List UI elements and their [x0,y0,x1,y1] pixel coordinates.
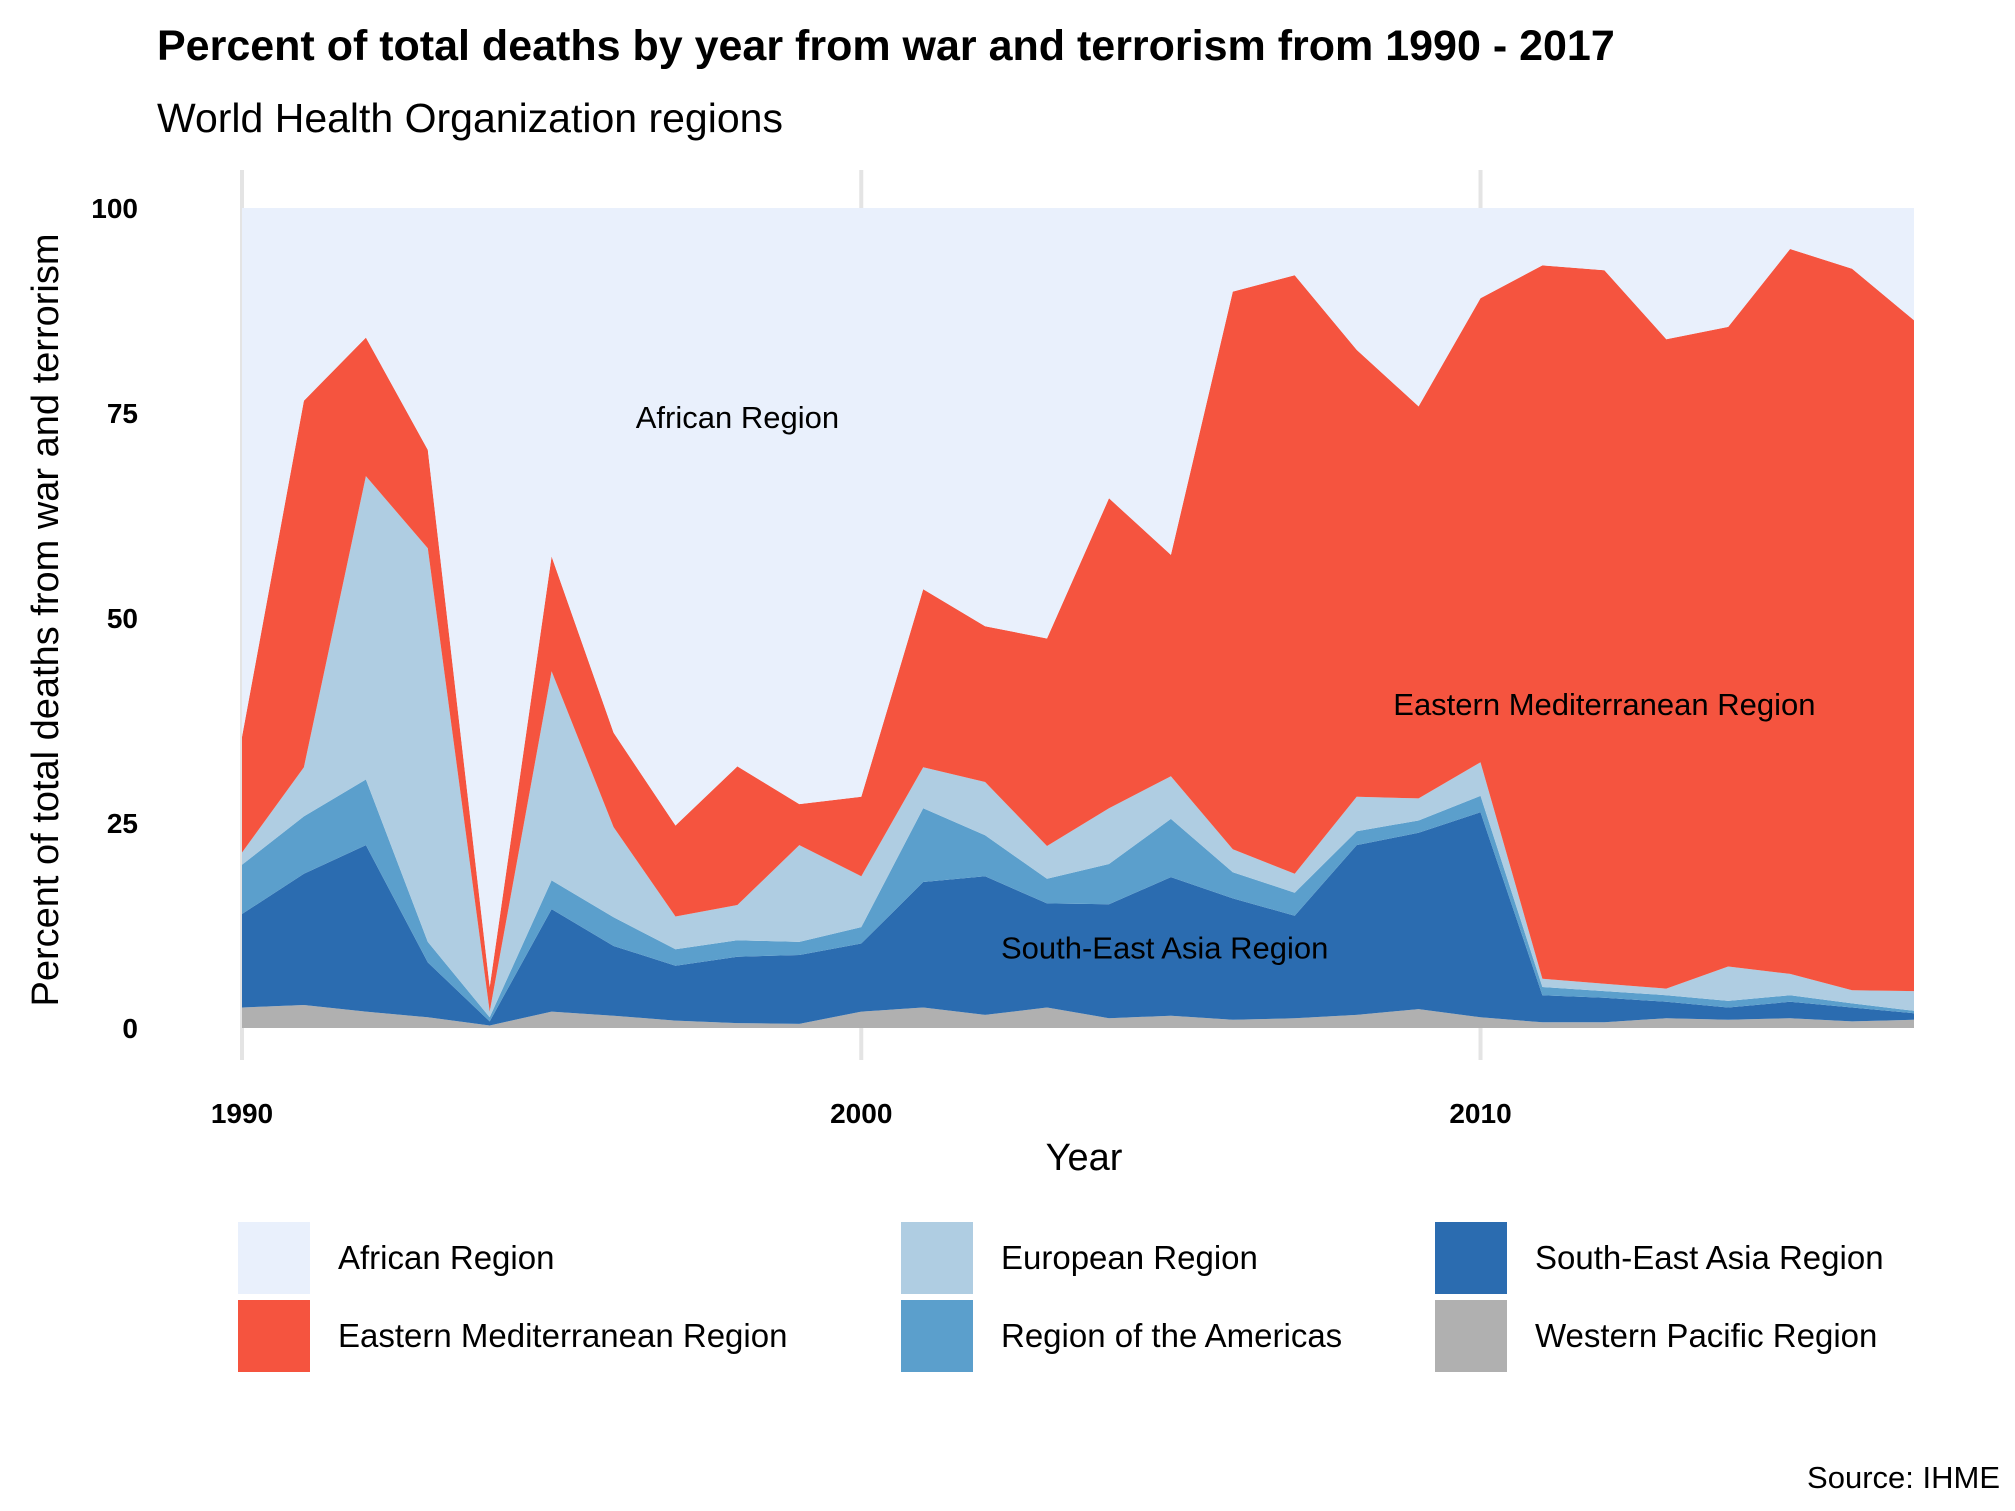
x-tick-2010: 2010 [1449,1098,1511,1129]
y-tick-75: 75 [107,398,138,429]
legend-swatch-european-region [901,1222,973,1294]
area-african-region [242,208,1914,987]
legend-item-south-east-asia-region: South-East Asia Region [1435,1222,1884,1294]
area-south-east-asia-region [242,812,1914,1026]
annotation-african-region: African Region [636,400,839,435]
chart-title: Percent of total deaths by year from war… [157,22,1615,70]
y-axis-ticks: 0 25 50 75 100 [91,193,138,1044]
chart-caption: Source: IHME [1807,1460,2000,1495]
legend-label-european-region: European Region [1001,1239,1258,1276]
legend-swatch-african-region [238,1222,310,1294]
y-tick-100: 100 [91,193,138,224]
legend-item-african-region: African Region [238,1222,554,1294]
legend-swatch-region-of-the-americas [901,1300,973,1372]
legend-label-western-pacific-region: Western Pacific Region [1535,1317,1877,1354]
area-western-pacific-region [242,1005,1914,1028]
legend-item-western-pacific-region: Western Pacific Region [1435,1300,1877,1372]
x-axis-ticks: 1990 2000 2010 [211,1098,1512,1129]
area-european-region [242,476,1914,1018]
legend-item-eastern-mediterranean-region: Eastern Mediterranean Region [238,1300,787,1372]
legend-label-eastern-mediterranean-region: Eastern Mediterranean Region [338,1317,787,1354]
area-series-group [242,208,1914,1028]
annotation-eastern-mediterranean-region: Eastern Mediterranean Region [1393,687,1815,722]
legend-label-region-of-the-americas: Region of the Americas [1001,1317,1342,1354]
legend-label-south-east-asia-region: South-East Asia Region [1535,1239,1884,1276]
legend-swatch-south-east-asia-region [1435,1222,1507,1294]
x-tick-1990: 1990 [211,1098,273,1129]
legend-label-african-region: African Region [338,1239,554,1276]
legend-item-european-region: European Region [901,1222,1258,1294]
legend-item-region-of-the-americas: Region of the Americas [901,1300,1342,1372]
legend: African Region Eastern Mediterranean Regi… [238,1222,1884,1372]
y-tick-0: 0 [122,1013,138,1044]
chart-subtitle: World Health Organization regions [157,95,783,141]
x-tick-2000: 2000 [830,1098,892,1129]
legend-swatch-western-pacific-region [1435,1300,1507,1372]
y-tick-50: 50 [107,603,138,634]
legend-swatch-eastern-mediterranean-region [238,1300,310,1372]
x-axis-title: Year [1046,1137,1123,1179]
y-axis-title: Percent of total deaths from war and ter… [25,234,67,1007]
area-annotations: African Region Eastern Mediterranean Regi… [636,400,1816,966]
y-tick-25: 25 [107,808,138,839]
area-region-of-the-americas [242,779,1914,1022]
area-eastern-mediterranean-region [242,249,1914,1012]
annotation-south-east-asia-region: South-East Asia Region [1001,931,1328,966]
